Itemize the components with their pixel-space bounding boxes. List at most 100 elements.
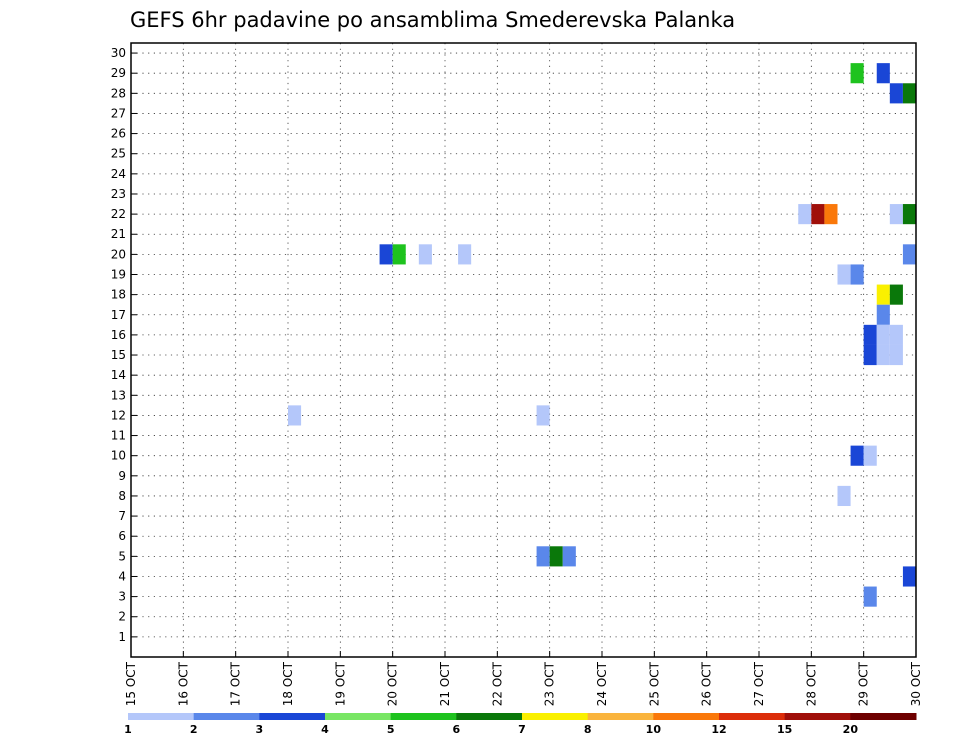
colorbar-segment [784, 713, 851, 720]
y-tick-label: 23 [111, 187, 126, 201]
x-tick-label: 26 OCT [700, 661, 714, 706]
x-tick-label: 25 OCT [647, 661, 661, 706]
heatmap-cell [889, 344, 903, 366]
heatmap-cell [850, 264, 864, 285]
colorbar-label: 2 [190, 723, 198, 736]
heatmap-cell [562, 546, 576, 567]
colorbar-segment [193, 713, 260, 720]
x-tick-label: 30 OCT [909, 661, 923, 706]
colorbar-segment [390, 713, 457, 720]
y-tick-label: 25 [111, 147, 126, 161]
x-tick-label: 15 OCT [124, 661, 138, 706]
y-tick-label: 13 [111, 388, 126, 402]
heatmap-cell [889, 83, 903, 104]
colorbar-segment [719, 713, 786, 720]
colorbar-label: 6 [453, 723, 461, 736]
y-tick-label: 10 [111, 449, 126, 463]
y-tick-label: 6 [118, 529, 126, 543]
heatmap-cell [902, 204, 916, 225]
heatmap-cell [824, 204, 838, 225]
colorbar-label: 20 [843, 723, 859, 736]
grid-layer [131, 43, 916, 657]
heatmap-cell [876, 344, 890, 366]
chart-title: GEFS 6hr padavine po ansamblima Smederev… [130, 8, 735, 32]
colorbar-label: 10 [646, 723, 662, 736]
heatmap-cell [889, 204, 903, 225]
colorbar-segment [128, 713, 195, 720]
y-tick-label: 16 [111, 328, 126, 342]
x-tick-label: 21 OCT [438, 661, 452, 706]
heatmap-cell [902, 566, 916, 587]
y-tick-label: 26 [111, 127, 126, 141]
y-tick-label: 12 [111, 408, 126, 422]
y-tick-label: 14 [111, 368, 126, 382]
heatmap-cell [811, 204, 825, 225]
colorbar-label: 3 [256, 723, 264, 736]
x-tick-label: 23 OCT [543, 661, 557, 706]
x-tick-label: 19 OCT [333, 661, 347, 706]
colorbar-label: 8 [584, 723, 592, 736]
colorbar-segment [325, 713, 392, 720]
colorbar-label: 4 [321, 723, 329, 736]
heatmap-cell [392, 244, 406, 265]
y-axis: 1234567891011121314151617181920212223242… [111, 46, 137, 644]
heatmap-cell [902, 83, 916, 104]
heatmap-cell [837, 264, 851, 285]
colorbar-label: 5 [387, 723, 395, 736]
plot-frame [130, 42, 917, 658]
y-tick-label: 27 [111, 106, 126, 120]
heatmap-cell [536, 405, 550, 426]
y-tick-label: 22 [111, 207, 126, 221]
colorbar-segment [456, 713, 523, 720]
colorbar-label: 1 [124, 723, 132, 736]
y-tick-label: 8 [118, 489, 126, 503]
heatmap-cell [379, 244, 393, 265]
heatmap-cell [850, 445, 864, 466]
heatmap-cell [288, 405, 302, 426]
heatmap-cell [798, 204, 812, 225]
y-tick-label: 19 [111, 268, 126, 282]
colorbar-segment [653, 713, 720, 720]
y-tick-label: 29 [111, 66, 126, 80]
colorbar-segment [259, 713, 326, 720]
y-tick-label: 1 [118, 630, 126, 644]
colorbar-label: 7 [518, 723, 526, 736]
y-tick-label: 3 [118, 590, 126, 604]
heatmap-cell [418, 244, 432, 265]
heatmap-cell [863, 586, 877, 607]
cells-layer [288, 63, 916, 607]
y-tick-label: 21 [111, 227, 126, 241]
heatmap-cell [837, 485, 851, 507]
colorbar-segment [587, 713, 654, 720]
heatmap-cell [876, 324, 890, 345]
x-tick-label: 28 OCT [804, 661, 818, 706]
heatmap-cell [876, 304, 890, 325]
x-tick-label: 16 OCT [176, 661, 190, 706]
y-tick-label: 4 [118, 569, 126, 583]
heatmap-cell [863, 445, 877, 466]
heatmap-cell [889, 324, 903, 345]
y-tick-label: 7 [118, 509, 126, 523]
y-tick-label: 28 [111, 86, 126, 100]
x-axis: 15 OCT 16 OCT 17 OCT 18 OCT 19 OCT 20 OCT 21 O… [124, 651, 923, 706]
colorbar: 1 2 3 4 5 6 7 8 10 12 15 20 [124, 713, 917, 736]
heatmap-cell [889, 284, 903, 305]
heatmap-cell [863, 344, 877, 366]
y-tick-label: 15 [111, 348, 126, 362]
heatmap-cell [549, 546, 563, 567]
y-tick-label: 30 [111, 46, 126, 60]
heatmap-cell [863, 324, 877, 345]
colorbar-segment [850, 713, 917, 720]
y-tick-label: 17 [111, 308, 126, 322]
heatmap-cell [902, 244, 916, 265]
heatmap-cell [458, 244, 472, 265]
y-tick-label: 24 [111, 167, 126, 181]
y-tick-label: 18 [111, 288, 126, 302]
x-tick-label: 22 OCT [490, 661, 504, 706]
heatmap-cell [850, 63, 864, 84]
colorbar-label: 12 [711, 723, 726, 736]
colorbar-label: 15 [777, 723, 792, 736]
heatmap-cell [876, 284, 890, 305]
x-tick-label: 24 OCT [595, 661, 609, 706]
